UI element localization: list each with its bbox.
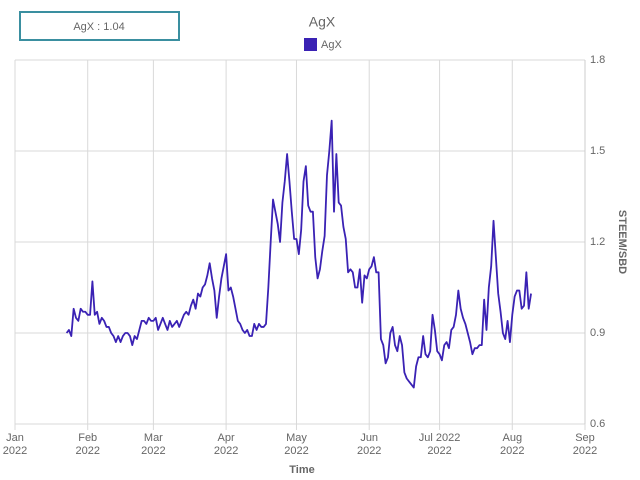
y-tick-label: 1.5 (590, 145, 605, 157)
x-tick-label: 2022 (427, 445, 451, 457)
x-tick-label: Mar (144, 432, 163, 444)
x-tick-label: 2022 (3, 445, 27, 457)
x-tick-label: 2022 (141, 445, 165, 457)
x-tick-label: Sep (575, 432, 595, 444)
x-tick-label: 2022 (500, 445, 524, 457)
x-axis-title: Time (289, 464, 314, 476)
x-tick-label: Jun (360, 432, 378, 444)
x-tick-label: Apr (218, 432, 235, 444)
chart-title: AgX (309, 14, 336, 30)
y-tick-label: 1.8 (590, 54, 605, 66)
x-tick-label: 2022 (75, 445, 99, 457)
y-tick-label: 0.6 (590, 418, 605, 430)
tooltip-box (19, 11, 180, 41)
y-tick-label: 0.9 (590, 327, 605, 339)
x-tick-label: 2022 (284, 445, 308, 457)
x-tick-label: Aug (502, 432, 522, 444)
tooltip-text: AgX : 1.04 (73, 21, 124, 33)
legend-label: AgX (321, 39, 342, 51)
x-tick-label: 2022 (214, 445, 238, 457)
x-tick-label: Jan (6, 432, 24, 444)
x-tick-label: 2022 (357, 445, 381, 457)
x-tick-label: 2022 (573, 445, 597, 457)
x-tick-label: May (286, 432, 307, 444)
x-tick-label: Feb (78, 432, 97, 444)
y-axis-title: STEEM/SBD (616, 210, 628, 274)
legend-swatch (304, 38, 317, 51)
data-line (65, 119, 532, 389)
x-tick-label: Jul 2022 (419, 432, 461, 444)
y-tick-label: 1.2 (590, 236, 605, 248)
